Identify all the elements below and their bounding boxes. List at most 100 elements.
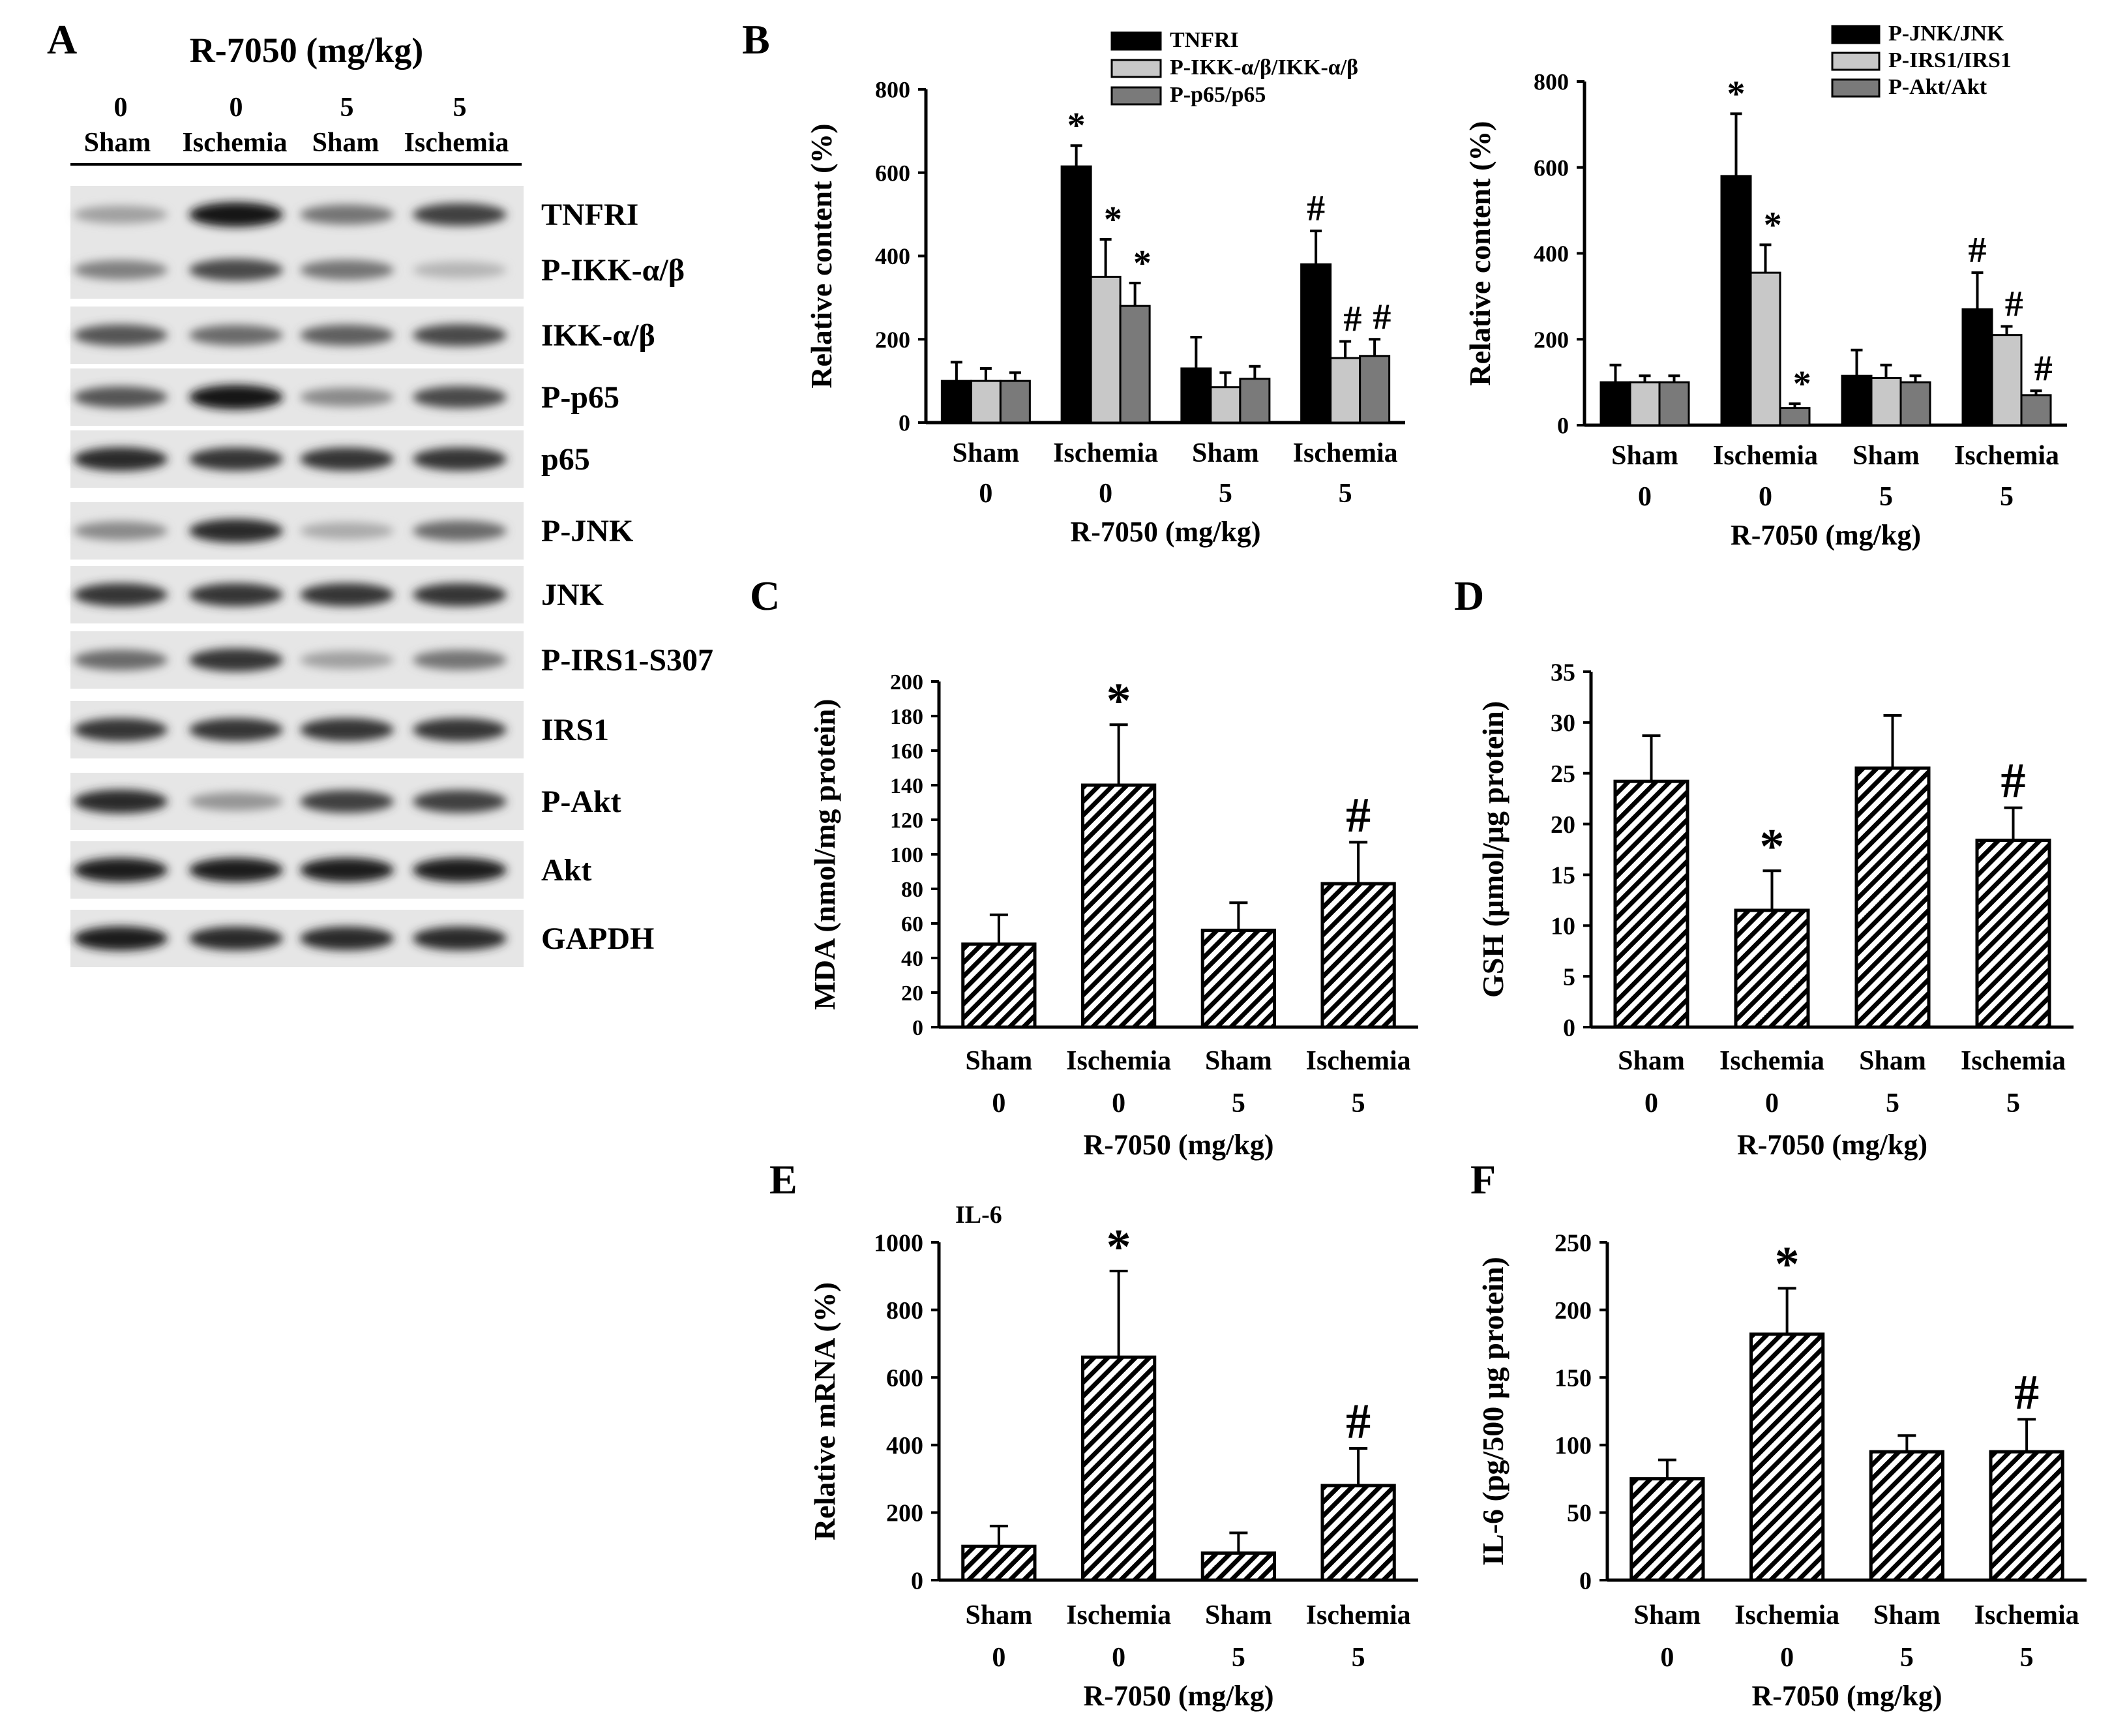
blot-band [189, 518, 283, 543]
blot-band [300, 324, 394, 346]
blot-row-label: IKK-α/β [541, 318, 655, 353]
blot-band [300, 522, 394, 540]
blot-band [300, 583, 394, 606]
x-dose-label: 5 [1219, 479, 1232, 509]
chart-b-right: 0 200 400 600 800 Relative content (%) * # * # * # S… [1463, 22, 2067, 551]
significance-mark: * [1764, 205, 1782, 245]
blot-lane-1-group: Sham [84, 128, 151, 158]
blot-band [300, 204, 394, 225]
blot-band [74, 260, 168, 280]
blot-band [74, 447, 168, 471]
blot-band [413, 324, 507, 346]
blot-band [300, 718, 394, 741]
significance-mark: # [1969, 230, 1987, 271]
significance-mark: * [1775, 1236, 1800, 1291]
blot-band [413, 447, 507, 471]
y-tick-label: 5 [1563, 963, 1575, 991]
legend-label: P-Akt/Akt [1888, 75, 1987, 99]
legend-label: P-JNK/JNK [1888, 22, 2004, 46]
y-tick-label: 250 [1554, 1229, 1592, 1257]
bar [1961, 308, 1993, 427]
blot-title: R-7050 (mg/kg) [190, 31, 423, 70]
panel-label-c: C [750, 573, 780, 619]
blot-band [74, 583, 168, 606]
y-tick-label: 800 [1534, 69, 1569, 95]
chart-title: IL-6 [955, 1201, 1002, 1229]
y-tick-label: 25 [1551, 760, 1575, 788]
bar [1200, 929, 1276, 1029]
blot-row-label: P-IKK-α/β [541, 253, 685, 288]
x-dose-label: 0 [1644, 1088, 1658, 1118]
blot-band [300, 260, 394, 280]
y-tick-label: 100 [890, 843, 923, 867]
y-tick-label: 20 [901, 981, 923, 1006]
x-group-label: Ischemia [1053, 438, 1158, 468]
significance-mark: # [1346, 1394, 1371, 1449]
blot-band [413, 386, 507, 408]
bar [1090, 275, 1122, 424]
x-group-label: Ischemia [1734, 1600, 1839, 1630]
blot-row-label: P-IRS1-S307 [541, 643, 713, 678]
blot-row-label: P-JNK [541, 514, 633, 548]
bar [1749, 271, 1781, 427]
significance-mark: * [1107, 1220, 1131, 1274]
bar [1870, 377, 1902, 427]
blot-band [189, 648, 283, 672]
x-group-label: Ischemia [1293, 438, 1398, 468]
legend-swatch [1831, 52, 1881, 71]
y-axis-label: GSH (μmol/μg protein) [1476, 701, 1510, 998]
y-tick-label: 400 [1534, 241, 1569, 267]
blot-band [189, 385, 283, 410]
significance-mark: # [2005, 284, 2023, 324]
legend-swatch [1110, 86, 1162, 106]
x-group-label: Sham [1611, 441, 1678, 471]
x-axis-title: R-7050 (mg/kg) [1737, 1129, 1927, 1161]
y-tick-label: 0 [912, 1016, 923, 1040]
y-axis-label: MDA (nmol/mg protein) [808, 698, 841, 1010]
significance-mark: * [1133, 243, 1152, 284]
y-tick-label: 200 [886, 1500, 923, 1527]
legend-label: P-IRS1/IRS1 [1888, 48, 2012, 72]
y-tick-label: 0 [1579, 1567, 1592, 1594]
blot-row-label: P-Akt [541, 785, 621, 819]
y-tick-label: 60 [901, 912, 923, 936]
y-tick-label: 20 [1551, 811, 1575, 839]
bar [1081, 783, 1157, 1029]
bar [1180, 367, 1212, 424]
bar [1749, 1332, 1825, 1582]
x-dose-label: 0 [979, 479, 992, 509]
x-dose-label: 5 [1886, 1088, 1899, 1118]
blot-band [300, 651, 394, 669]
y-tick-label: 120 [890, 809, 923, 833]
x-group-label: Ischemia [1961, 1046, 2066, 1076]
x-dose-label: 5 [1232, 1643, 1245, 1673]
bar [1300, 263, 1332, 424]
significance-mark: # [2014, 1365, 2039, 1420]
blot-lane-4-group: Ischemia [404, 128, 509, 158]
x-group-label: Sham [1192, 438, 1259, 468]
y-tick-label: 200 [875, 327, 910, 353]
x-dose-label: 0 [1112, 1643, 1125, 1673]
y-tick-label: 200 [890, 670, 923, 695]
legend-label: TNFRI [1170, 28, 1239, 52]
x-dose-label: 0 [1759, 482, 1772, 512]
y-tick-label: 400 [886, 1432, 923, 1459]
x-group-label: Ischemia [1066, 1600, 1171, 1630]
x-dose-label: 0 [1780, 1643, 1794, 1673]
x-dose-label: 5 [1352, 1643, 1365, 1673]
blot-band [74, 926, 168, 951]
significance-mark: # [1373, 297, 1391, 337]
significance-mark: # [1343, 299, 1361, 339]
blot-band [300, 790, 394, 813]
panel-label-a: A [47, 16, 77, 63]
x-group-label: Sham [966, 1600, 1033, 1630]
y-tick-label: 10 [1551, 913, 1575, 940]
y-tick-label: 15 [1551, 862, 1575, 890]
x-group-label: Ischemia [1719, 1046, 1824, 1076]
bar [1320, 882, 1396, 1029]
x-group-label: Sham [1205, 1046, 1272, 1076]
y-tick-label: 160 [890, 740, 923, 764]
y-tick-label: 140 [890, 774, 923, 798]
legend-swatch [1831, 78, 1881, 98]
y-tick-label: 150 [1554, 1365, 1592, 1392]
